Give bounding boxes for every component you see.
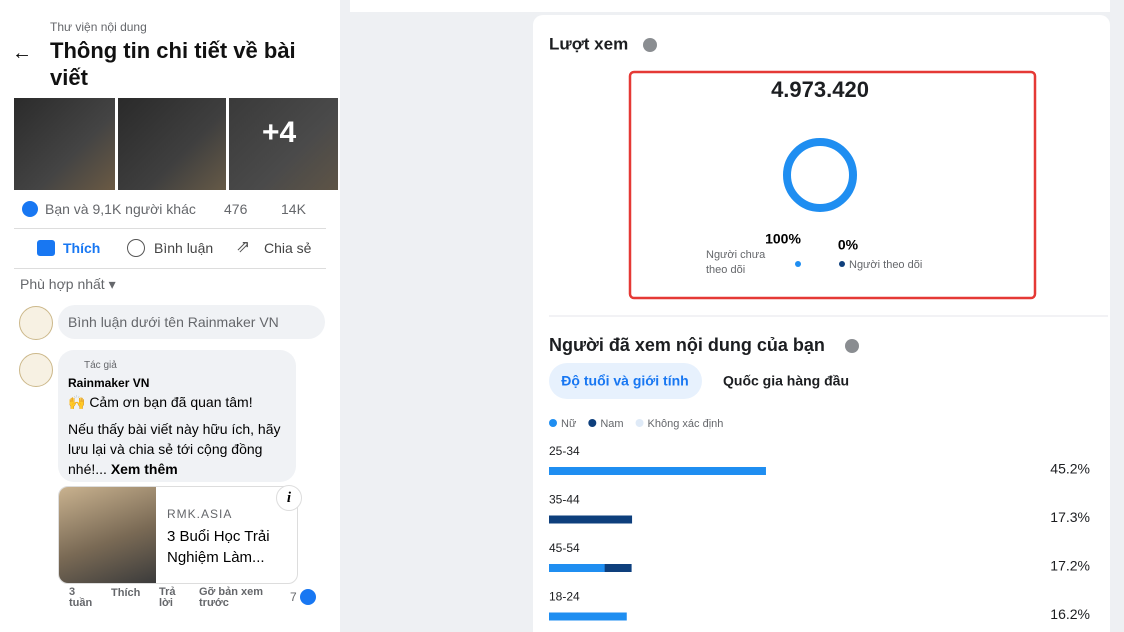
breadcrumb[interactable]: Thư viện nội dung (50, 20, 147, 34)
age-label: 18-24 (549, 590, 580, 604)
see-more[interactable]: Xem thêm (110, 461, 178, 477)
comment-bubble (58, 350, 296, 482)
percent-label: 16.2% (1050, 606, 1090, 622)
info-icon[interactable] (845, 339, 859, 353)
remove-preview[interactable]: Gỡ bản xem trước (199, 586, 264, 609)
comments-count[interactable]: 476 (224, 201, 248, 217)
legend-label: Nam (600, 418, 623, 430)
avatar (19, 353, 53, 387)
link-card[interactable] (58, 486, 298, 584)
views-title: Lượt xem (549, 34, 628, 53)
avatar (19, 306, 53, 340)
legend-dot (839, 261, 845, 267)
percent-label: 17.3% (1050, 509, 1090, 525)
reaction-count: 7 (290, 590, 297, 604)
comment-button[interactable]: Bình luận (154, 240, 214, 256)
views-total: 4.973.420 (771, 77, 869, 102)
comment-author[interactable]: Rainmaker VN (68, 376, 150, 390)
bar-male (549, 515, 633, 524)
like-button[interactable]: Thích (63, 240, 101, 256)
legend-dot (795, 261, 801, 267)
image-thumb[interactable] (14, 98, 115, 190)
bar (549, 564, 632, 572)
share-button[interactable]: Chia sẻ (264, 240, 312, 256)
comment-reply[interactable]: Trả lời (159, 586, 176, 609)
post-panel: Thư viện nội dung ← Thông tin chi tiết v… (0, 0, 340, 632)
percent-label: 17.2% (1050, 558, 1090, 574)
comment-like[interactable]: Thích (111, 587, 141, 599)
author-badge: Tác giả (84, 360, 117, 371)
tab[interactable]: Quốc gia hàng đầu (723, 373, 849, 389)
age-label: 45-54 (549, 541, 580, 555)
tab[interactable]: Độ tuổi và giới tính (561, 373, 688, 389)
like-icon (300, 589, 316, 605)
comment-text: 🙌 Cảm ơn bạn đã quan tâm! (68, 394, 253, 410)
legend-dot (588, 419, 597, 427)
legend-label: Nữ (561, 418, 577, 430)
comment-input[interactable]: Bình luận dưới tên Rainmaker VN (58, 305, 325, 339)
percent-label: 100% (765, 231, 801, 247)
comment-time: 3 tuần (69, 586, 93, 609)
image-thumb[interactable] (118, 98, 226, 190)
info-button[interactable]: i (276, 485, 302, 511)
divider (14, 228, 326, 229)
link-image (59, 487, 156, 583)
post-title: Thông tin chi tiết về bài viết (50, 38, 296, 90)
percent-label: 0% (838, 237, 859, 253)
audience-title: Người đã xem nội dung của bạn (549, 335, 825, 355)
donut-segment (783, 138, 857, 212)
legend-label: Người chưa theo dõi (706, 249, 766, 276)
shares-count[interactable]: 14K (281, 201, 306, 217)
insights-card (533, 15, 1110, 632)
share-icon: ⇗ (236, 237, 251, 256)
highlight-box (628, 70, 1037, 300)
like-icon (37, 240, 55, 256)
bar-male (604, 564, 632, 572)
bar (549, 467, 766, 475)
info-icon[interactable] (643, 38, 657, 52)
comment-text: Nếu thấy bài viết này hữu ích, hãy lưu l… (68, 419, 288, 479)
age-label: 35-44 (549, 493, 580, 507)
percent-label: 45.2% (1050, 461, 1090, 477)
back-button[interactable]: ← (12, 42, 32, 64)
legend-label: Người theo dõi (849, 259, 922, 271)
top-strip (350, 0, 1110, 12)
legend-label: Không xác định (648, 418, 724, 430)
image-thumb[interactable] (229, 98, 338, 190)
comment-icon (127, 239, 145, 257)
age-label: 25-34 (549, 444, 580, 458)
tab-active[interactable] (549, 363, 702, 399)
divider (14, 268, 326, 269)
comment-text: Nếu thấy bài viết này hữu ích, hãy lưu l… (68, 421, 281, 477)
legend-dot (635, 419, 644, 427)
more-images[interactable]: +4 (262, 116, 297, 149)
link-title: 3 Buổi Học Trải Nghiệm Làm... (167, 528, 270, 566)
link-domain: RMK.ASIA (167, 507, 233, 521)
legend-dot (549, 419, 557, 427)
bar (549, 612, 627, 621)
sort-label[interactable]: Phù hợp nhất (20, 276, 105, 292)
reactions[interactable]: Bạn và 9,1K người khác (45, 201, 196, 217)
sort-menu[interactable]: Phù hợp nhất ▾ (20, 276, 116, 292)
like-icon (22, 201, 38, 217)
